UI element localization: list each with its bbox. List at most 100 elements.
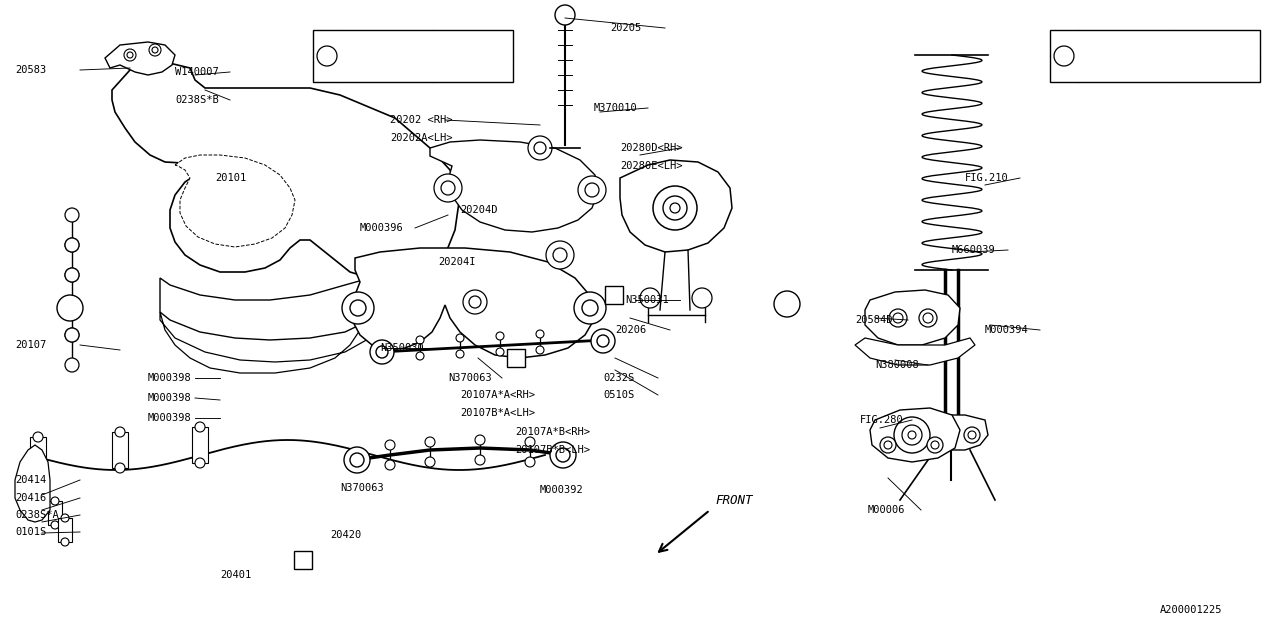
- Circle shape: [58, 295, 83, 321]
- Text: M000398: M000398: [148, 373, 192, 383]
- Text: (1406-): (1406-): [436, 64, 479, 74]
- Polygon shape: [49, 501, 61, 525]
- Text: N350031: N350031: [625, 295, 668, 305]
- Circle shape: [573, 292, 605, 324]
- Circle shape: [927, 437, 943, 453]
- Text: M000398: M000398: [148, 393, 192, 403]
- Circle shape: [923, 313, 933, 323]
- Text: N370063: N370063: [340, 483, 384, 493]
- Polygon shape: [33, 483, 47, 507]
- Circle shape: [925, 431, 934, 439]
- Circle shape: [416, 336, 424, 344]
- Bar: [507, 349, 525, 367]
- Polygon shape: [353, 248, 595, 358]
- Circle shape: [456, 334, 465, 342]
- Text: M000394: M000394: [986, 325, 1029, 335]
- Circle shape: [893, 417, 931, 453]
- Circle shape: [525, 437, 535, 447]
- Circle shape: [922, 427, 938, 443]
- Text: 20107A*A<RH>: 20107A*A<RH>: [460, 390, 535, 400]
- Text: 20414: 20414: [15, 475, 46, 485]
- Text: M000397: M000397: [346, 38, 387, 48]
- Circle shape: [61, 538, 69, 546]
- Text: 20101: 20101: [215, 173, 246, 183]
- Text: 20205: 20205: [611, 23, 641, 33]
- Circle shape: [456, 350, 465, 358]
- Circle shape: [51, 521, 59, 529]
- Circle shape: [596, 335, 609, 347]
- Circle shape: [36, 479, 44, 487]
- Bar: [294, 551, 312, 569]
- Text: M000439: M000439: [346, 64, 387, 74]
- Circle shape: [195, 458, 205, 468]
- Circle shape: [553, 248, 567, 262]
- Text: 20401: 20401: [220, 570, 251, 580]
- Circle shape: [884, 441, 892, 449]
- Text: 20420: 20420: [330, 530, 361, 540]
- Circle shape: [525, 457, 535, 467]
- Polygon shape: [15, 445, 50, 522]
- Text: N350030: N350030: [380, 343, 424, 353]
- Circle shape: [61, 514, 69, 522]
- Circle shape: [964, 427, 980, 443]
- Text: M000398: M000398: [148, 413, 192, 423]
- Text: M000431: M000431: [1082, 64, 1123, 74]
- Circle shape: [115, 463, 125, 473]
- Text: 20107A*B<RH>: 20107A*B<RH>: [515, 427, 590, 437]
- Circle shape: [385, 440, 396, 450]
- Polygon shape: [430, 140, 598, 232]
- Circle shape: [534, 142, 547, 154]
- Circle shape: [376, 346, 388, 358]
- Text: M00006: M00006: [868, 505, 905, 515]
- Circle shape: [342, 292, 374, 324]
- Text: 2: 2: [324, 51, 330, 61]
- Text: FRONT: FRONT: [716, 493, 753, 506]
- Circle shape: [65, 298, 79, 312]
- Polygon shape: [29, 437, 46, 473]
- Circle shape: [195, 422, 205, 432]
- Circle shape: [663, 196, 687, 220]
- Circle shape: [536, 346, 544, 354]
- Circle shape: [65, 208, 79, 222]
- Bar: [605, 286, 623, 304]
- Circle shape: [65, 328, 79, 342]
- Circle shape: [529, 136, 552, 160]
- Circle shape: [550, 442, 576, 468]
- Text: 0510S: 0510S: [603, 390, 635, 400]
- Text: <1310->: <1310->: [1174, 64, 1215, 74]
- Circle shape: [416, 352, 424, 360]
- Circle shape: [579, 176, 605, 204]
- Bar: [314, 30, 513, 82]
- Circle shape: [669, 203, 680, 213]
- Circle shape: [468, 296, 481, 308]
- Circle shape: [127, 52, 133, 58]
- Circle shape: [585, 183, 599, 197]
- Text: B: B: [513, 353, 518, 363]
- Text: 20584D: 20584D: [855, 315, 892, 325]
- Circle shape: [51, 497, 59, 505]
- Circle shape: [1053, 46, 1074, 66]
- Circle shape: [425, 437, 435, 447]
- Circle shape: [349, 453, 364, 467]
- Circle shape: [582, 300, 598, 316]
- Text: 0238S*B: 0238S*B: [175, 95, 219, 105]
- Circle shape: [968, 431, 977, 439]
- Circle shape: [425, 457, 435, 467]
- Circle shape: [317, 46, 337, 66]
- Circle shape: [463, 290, 486, 314]
- Polygon shape: [620, 160, 732, 252]
- Circle shape: [902, 425, 922, 445]
- Polygon shape: [192, 427, 207, 463]
- Text: 0232S: 0232S: [603, 373, 635, 383]
- Circle shape: [931, 441, 940, 449]
- Text: 20280E<LH>: 20280E<LH>: [620, 161, 682, 171]
- Text: 20107B*B<LH>: 20107B*B<LH>: [515, 445, 590, 455]
- Text: 20204I: 20204I: [438, 257, 475, 267]
- Text: B: B: [300, 555, 306, 565]
- Circle shape: [919, 309, 937, 327]
- Circle shape: [497, 332, 504, 340]
- Circle shape: [65, 358, 79, 372]
- Circle shape: [344, 447, 370, 473]
- Text: 0238S*A: 0238S*A: [15, 510, 59, 520]
- Circle shape: [536, 330, 544, 338]
